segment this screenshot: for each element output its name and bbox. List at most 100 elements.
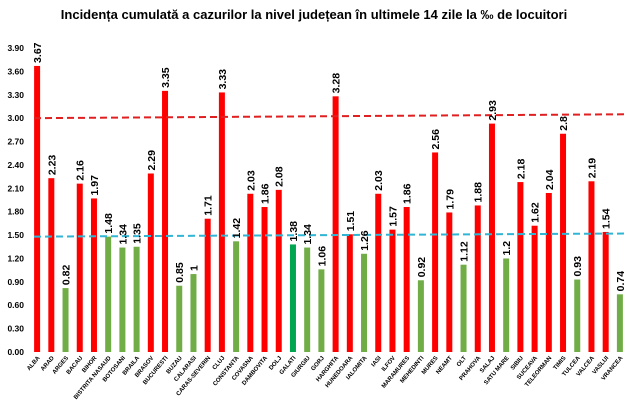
chart-title: Incidența cumulată a cazurilor la nivel … — [61, 7, 567, 22]
data-label: 2.03 — [373, 170, 385, 191]
data-label: 1.26 — [359, 230, 371, 251]
data-label: 1.57 — [387, 206, 399, 227]
bar — [289, 244, 296, 352]
bar — [176, 285, 183, 352]
data-label: 1.79 — [444, 189, 456, 210]
bar — [62, 288, 69, 352]
y-tick-label: 2.10 — [7, 183, 24, 193]
data-label: 1.97 — [89, 175, 101, 196]
data-label: 2.23 — [46, 155, 58, 176]
data-label: 3.35 — [160, 67, 172, 88]
bar — [204, 218, 211, 352]
bar — [474, 205, 481, 352]
data-label: 1.48 — [103, 213, 115, 234]
bar — [304, 247, 311, 352]
data-label: 0.92 — [416, 257, 428, 278]
y-tick-label: 3.90 — [7, 43, 24, 53]
data-label: 1.12 — [459, 241, 471, 262]
data-label: 1.54 — [601, 208, 613, 229]
y-tick-label: 2.70 — [7, 137, 24, 147]
data-labels: 3.672.230.822.161.971.481.34 1.352.293.35… — [32, 42, 627, 291]
bar — [403, 207, 410, 352]
data-label: 1 — [188, 265, 200, 271]
bars — [34, 65, 623, 352]
bar — [361, 253, 368, 352]
y-axis: 0.00 0.30 0.60 0.90 1.20 1.50 1.80 2.10 2.40 2.70… — [7, 43, 24, 357]
y-tick-label: 0.90 — [7, 277, 24, 287]
data-label: 1.86 — [260, 183, 272, 204]
bar — [460, 264, 467, 352]
data-label: 2.16 — [75, 160, 87, 181]
data-label: 1.35 — [132, 223, 144, 244]
data-label: 1.71 — [203, 195, 215, 216]
bar — [247, 193, 254, 352]
data-label: 2.29 — [146, 150, 158, 171]
bar — [560, 133, 567, 352]
y-tick-label: 0.00 — [7, 347, 24, 357]
y-tick-label: 1.50 — [7, 230, 24, 240]
data-label: 2.18 — [515, 158, 527, 179]
bar — [218, 92, 225, 352]
bar — [531, 225, 538, 352]
data-label: 1.38 — [288, 221, 300, 242]
y-tick-label: 0.30 — [7, 324, 24, 334]
data-label: 2.19 — [586, 158, 598, 179]
bar — [574, 279, 581, 352]
y-tick-label: 0.60 — [7, 300, 24, 310]
bar — [375, 193, 382, 352]
bar — [147, 173, 154, 352]
data-label: 0.85 — [174, 262, 186, 283]
y-tick-label: 2.40 — [7, 160, 24, 170]
bar — [162, 90, 169, 352]
bar — [133, 246, 140, 352]
bar — [105, 236, 112, 352]
x-tick-label: OLT — [456, 355, 468, 368]
data-label: 3.67 — [32, 42, 44, 63]
bar — [588, 181, 595, 352]
bar — [34, 65, 41, 352]
data-label: 3.33 — [217, 69, 229, 90]
data-label: 1.42 — [231, 218, 243, 239]
bar — [275, 189, 282, 352]
data-label: 1.34 — [117, 224, 129, 245]
data-label: 1.62 — [530, 202, 542, 223]
bar — [119, 247, 126, 352]
bar — [190, 274, 197, 352]
bar — [602, 231, 609, 352]
bar — [503, 258, 510, 352]
data-label: 1.2 — [501, 241, 513, 256]
bar — [261, 207, 268, 352]
bar — [389, 229, 396, 352]
bar — [76, 183, 83, 352]
bar — [616, 294, 623, 352]
y-tick-label: 3.60 — [7, 66, 24, 76]
data-label: 0.93 — [572, 256, 584, 277]
x-tick-label: IASI — [371, 355, 383, 368]
data-label: 1.34 — [302, 224, 314, 245]
data-label: 1.88 — [473, 182, 485, 203]
y-tick-label: 1.80 — [7, 207, 24, 217]
bar — [417, 280, 424, 352]
data-label: 2.08 — [274, 166, 286, 187]
data-label: 3.28 — [331, 73, 343, 94]
y-tick-label: 3.30 — [7, 90, 24, 100]
bar — [48, 178, 55, 352]
bar — [90, 198, 97, 352]
data-label: 1.51 — [345, 211, 357, 232]
bar — [332, 96, 339, 352]
x-tick-label: TELEORMAN — [524, 355, 553, 388]
threshold-line — [33, 113, 628, 120]
bar — [545, 192, 552, 352]
bar — [233, 241, 240, 352]
bar — [446, 212, 453, 352]
data-label: 1.86 — [402, 183, 414, 204]
bar — [318, 269, 325, 352]
data-label: 2.03 — [245, 170, 257, 191]
y-tick-label: 1.20 — [7, 253, 24, 263]
data-label: 2.04 — [544, 169, 556, 190]
bar — [432, 152, 439, 352]
data-label: 2.56 — [430, 129, 442, 150]
